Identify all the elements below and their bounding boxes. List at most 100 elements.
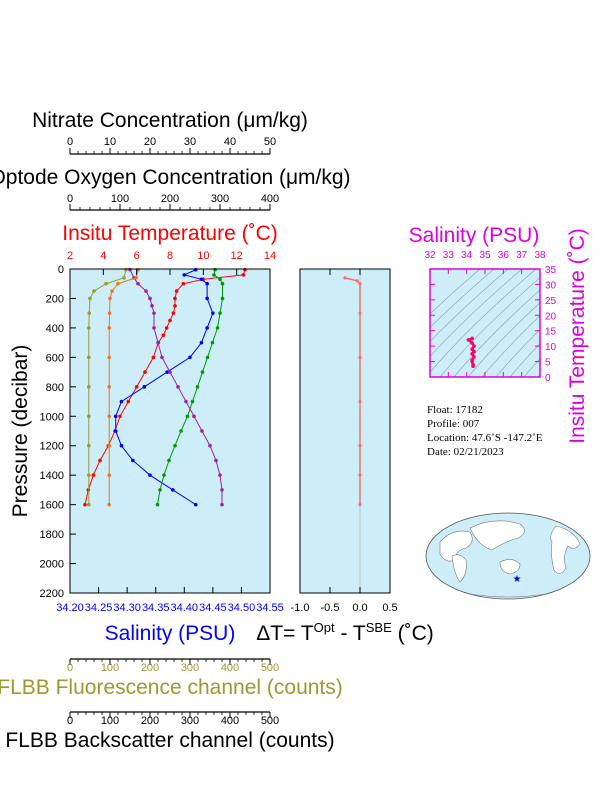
ts-salinity-tick-label: 37 (516, 250, 528, 261)
series-point-delta-t (358, 503, 362, 507)
series-point-nitrate (156, 340, 160, 345)
oxygen-axis: 0 100 200 300 400 (67, 193, 279, 211)
series-point-oxygen (173, 443, 177, 448)
series-point-delta-t (343, 276, 347, 280)
series-point-fluorescence (88, 296, 92, 301)
pressure-tick-label: 200 (46, 293, 64, 305)
series-point-salinity (131, 458, 135, 463)
pressure-tick-label: 1200 (40, 441, 64, 453)
series-point-oxygen (155, 502, 160, 507)
delta-t-label-sup1: Opt (314, 620, 335, 635)
density-contour (430, 269, 537, 373)
info-profile: Profile: 007 (427, 418, 480, 430)
oxygen-axis-label: Optode Oxygen Concentration (μm/kg) (0, 166, 351, 189)
series-point-nitrate (152, 311, 156, 315)
series-point-temperature (171, 311, 176, 315)
delta-t-tick-label: 0.5 (382, 602, 397, 614)
density-contour (430, 269, 509, 343)
tick-label: 300 (211, 193, 229, 205)
series-point-fluorescence (87, 311, 91, 315)
backscatter-axis: 0 100 200 300 400 500 (67, 711, 279, 727)
series-point-nitrate (220, 502, 224, 507)
salinity-tick-label: 34.55 (256, 602, 284, 614)
pressure-tick-label: 1400 (40, 470, 64, 482)
temperature-axis-label: Insitu Temperature (˚C) (62, 222, 278, 245)
series-point-nitrate (214, 458, 218, 463)
info-location: Location: 47.6˚S -147.2˚E (427, 432, 543, 444)
series-point-delta-t (358, 444, 362, 448)
tick-label: 200 (141, 715, 159, 727)
series-point-oxygen (220, 296, 225, 301)
ts-salinity-tick-label: 33 (443, 250, 455, 261)
series-point-nitrate (152, 326, 156, 330)
delta-t-plot (343, 269, 362, 593)
delta-t-tick-label: -0.5 (321, 602, 340, 614)
density-contour (509, 343, 540, 377)
tick-label: 300 (181, 662, 199, 674)
ts-salinity-tick-label: 38 (534, 250, 546, 261)
temperature-tick-label: 12 (231, 250, 243, 262)
series-point-nitrate (184, 399, 188, 404)
series-point-oxygen (205, 355, 210, 360)
series-point-nitrate (148, 296, 152, 301)
series-point-delta-t (358, 355, 362, 359)
series-point-oxygen (190, 399, 195, 404)
pressure-tick-label: 1600 (40, 500, 64, 512)
series-point-oxygen (200, 370, 205, 374)
series-point-temperature (118, 414, 122, 419)
series-point-fluorescence (87, 443, 91, 448)
series-point-oxygen (195, 385, 200, 389)
ts-axes: 32 33 34 35 36 37 38 0 5 10 15 20 25 30 35 (424, 250, 556, 384)
ts-point (470, 359, 474, 364)
ts-temperature-tick-label: 25 (545, 296, 557, 307)
series-point-oxygen (220, 281, 225, 286)
series-point-backscatter (107, 326, 111, 330)
salinity-axis: 34.20 34.25 34.30 34.35 34.40 34.45 34.50 34.55 (56, 587, 284, 614)
delta-t-tick-label: -1.0 (291, 602, 310, 614)
series-point-salinity (182, 273, 187, 277)
float-location-star-icon: ★ (513, 574, 522, 585)
series-point-fluorescence (87, 326, 91, 330)
series-point-temperature (83, 502, 87, 507)
tick-label: 0 (67, 715, 73, 727)
salinity-tick-label: 34.30 (113, 602, 141, 614)
salinity-tick-label: 34.20 (56, 602, 84, 614)
series-point-nitrate (136, 281, 140, 286)
series-point-oxygen (210, 340, 215, 345)
temperature-tick-label: 8 (167, 250, 173, 262)
tick-label: 50 (264, 136, 276, 148)
map-landmass-americas (550, 525, 581, 574)
ts-diagram-plot (430, 269, 540, 377)
series-point-nitrate (144, 289, 148, 293)
series-point-nitrate (168, 370, 172, 374)
tick-label: 100 (101, 662, 119, 674)
ts-salinity-tick-label: 36 (498, 250, 510, 261)
tick-label: 40 (224, 136, 236, 148)
salinity-tick-label: 34.25 (85, 602, 113, 614)
series-point-oxygen (179, 429, 183, 433)
series-point-fluorescence (124, 267, 128, 272)
series-point-oxygen (162, 473, 166, 477)
salinity-tick-label: 34.35 (142, 602, 170, 614)
ts-point (472, 355, 476, 359)
density-contour (430, 269, 495, 328)
series-point-backscatter (107, 355, 111, 360)
series-point-oxygen (158, 488, 162, 492)
ts-point (470, 341, 474, 345)
series-point-salinity (171, 488, 175, 492)
tick-label: 20 (144, 136, 156, 148)
delta-t-panel-frame (299, 268, 391, 594)
ts-temperature-tick-label: 30 (545, 280, 557, 291)
fluorescence-axis-label: FLBB Fluorescence channel (counts) (0, 676, 343, 699)
backscatter-axis-label: FLBB Backscatter channel (counts) (5, 729, 334, 752)
salinity-tick-label: 34.50 (228, 602, 256, 614)
series-point-salinity (193, 267, 198, 272)
main-profile-plot (83, 267, 247, 507)
ts-point (472, 344, 476, 348)
info-date: Date: 02/21/2023 (427, 446, 504, 458)
delta-t-label-sup2: SBE (366, 620, 392, 635)
series-point-delta-t (358, 311, 362, 315)
series-point-temperature (241, 273, 246, 277)
series-point-temperature (168, 318, 172, 323)
